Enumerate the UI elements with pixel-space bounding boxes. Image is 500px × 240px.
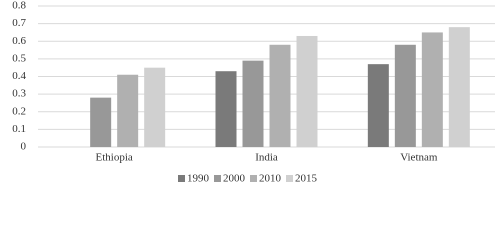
bar bbox=[394, 44, 416, 147]
y-tick-label: 0.3 bbox=[12, 88, 26, 100]
y-tick-label: 0.2 bbox=[12, 105, 26, 117]
legend-label: 1990 bbox=[187, 173, 210, 185]
bar bbox=[90, 97, 112, 147]
bar bbox=[144, 67, 166, 147]
bar bbox=[269, 44, 291, 147]
legend-label: 2010 bbox=[259, 173, 282, 185]
chart: 0 0.1 0.2 0.3 0.4 0.5 0.6 0.7 0.8 Ethiopia India Vi… bbox=[12, 0, 495, 185]
y-tick-label: 0.5 bbox=[12, 52, 26, 64]
x-tick-label: India bbox=[255, 152, 278, 164]
y-tick-label: 0.4 bbox=[12, 70, 26, 82]
y-tick-label: 0 bbox=[21, 141, 27, 153]
bar bbox=[215, 71, 237, 147]
x-tick-label: Vietnam bbox=[400, 152, 438, 164]
x-tick-label: Ethiopia bbox=[96, 152, 133, 164]
legend-label: 2000 bbox=[223, 173, 246, 185]
bar bbox=[296, 35, 318, 147]
bar bbox=[421, 32, 443, 147]
bar bbox=[448, 27, 470, 147]
legend-swatch bbox=[286, 175, 293, 182]
y-tick-label: 0.1 bbox=[12, 123, 26, 135]
legend-swatch bbox=[250, 175, 257, 182]
y-tick-label: 0.8 bbox=[12, 0, 26, 12]
legend-swatch bbox=[214, 175, 221, 182]
y-tick-label: 0.6 bbox=[12, 35, 26, 47]
y-tick-label: 0.7 bbox=[12, 17, 26, 29]
bar bbox=[242, 60, 264, 148]
legend-swatch bbox=[178, 175, 185, 182]
bar bbox=[117, 74, 139, 147]
legend-label: 2015 bbox=[295, 173, 318, 185]
bar bbox=[367, 64, 389, 147]
